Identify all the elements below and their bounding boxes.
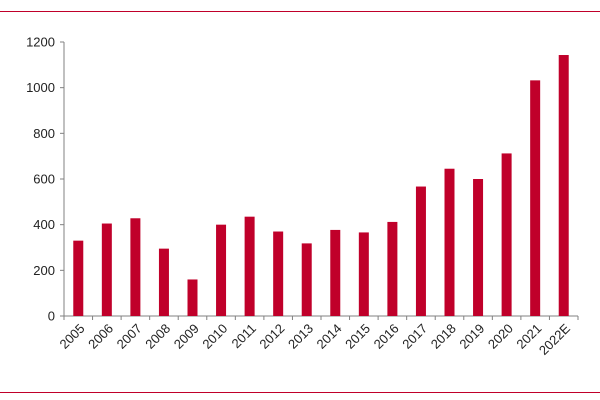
y-tick-label: 800 xyxy=(33,126,55,141)
bar-2016 xyxy=(387,221,398,316)
bar-2020 xyxy=(501,153,512,316)
x-tick-label: 2009 xyxy=(171,321,202,352)
x-tick-label: 2019 xyxy=(456,321,487,352)
bar-2015 xyxy=(358,232,369,316)
bar-2009 xyxy=(187,279,198,316)
bar-2013 xyxy=(301,243,312,316)
bar-2008 xyxy=(158,248,169,316)
bar-2006 xyxy=(101,223,112,316)
bar-2011 xyxy=(244,216,255,316)
y-axis: 0 200 400 600 800 1000 1200 xyxy=(26,35,65,324)
y-tick-label: 1000 xyxy=(26,80,55,95)
bars xyxy=(73,55,569,316)
bar-2022E xyxy=(558,55,569,316)
x-tick-label: 2016 xyxy=(371,321,402,352)
bar-2019 xyxy=(473,179,484,316)
y-tick-label: 600 xyxy=(33,172,55,187)
bar-2005 xyxy=(73,240,84,316)
x-tick-label: 2011 xyxy=(229,321,259,351)
y-tick-label: 1200 xyxy=(26,35,55,50)
x-tick-label: 2012 xyxy=(256,321,287,352)
bar-2014 xyxy=(330,229,341,316)
y-tick-label: 0 xyxy=(48,309,55,324)
x-axis: 2005200620072008200920102011201220132014… xyxy=(57,315,579,358)
x-tick-label: 2015 xyxy=(342,321,373,352)
x-tick-label: 2008 xyxy=(142,321,173,352)
bar-2010 xyxy=(216,224,227,316)
x-tick-label: 2005 xyxy=(57,321,88,352)
x-tick-label: 2018 xyxy=(428,321,459,352)
top-rule xyxy=(0,11,600,12)
bar-2021 xyxy=(530,80,541,316)
x-tick-label: 2010 xyxy=(199,321,230,352)
bar-2012 xyxy=(273,231,284,316)
y-tick-label: 200 xyxy=(33,263,55,278)
x-tick-label: 2013 xyxy=(285,321,316,352)
x-tick-label: 2014 xyxy=(314,321,345,352)
y-tick-label: 400 xyxy=(33,217,55,232)
x-tick-label: 2022E xyxy=(536,321,573,358)
bottom-rule xyxy=(0,392,600,393)
bar-2018 xyxy=(444,168,455,316)
bar-2017 xyxy=(415,186,426,316)
bar-2007 xyxy=(130,218,141,316)
x-tick-label: 2007 xyxy=(114,321,145,352)
x-tick-label: 2017 xyxy=(399,321,430,352)
x-tick-label: 2020 xyxy=(485,321,516,352)
x-tick-label: 2006 xyxy=(85,321,116,352)
